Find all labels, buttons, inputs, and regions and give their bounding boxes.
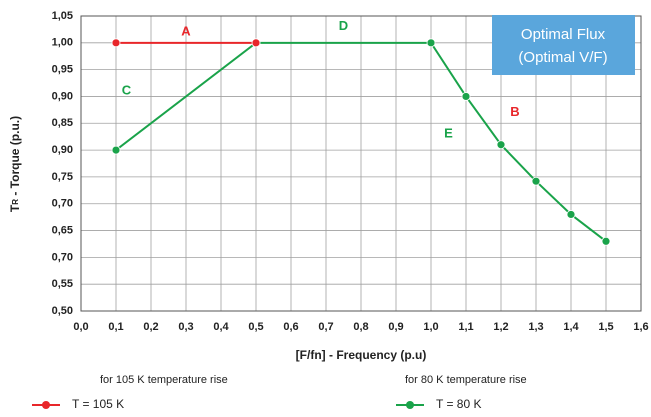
legend-marker (406, 401, 414, 409)
data-point (461, 92, 471, 101)
y-tick-label: 1,00 (52, 37, 73, 49)
y-tick-label: 0,70 (52, 198, 73, 210)
y-tick-label: 0,70 (52, 251, 73, 263)
data-point (566, 210, 576, 219)
data-point (601, 236, 611, 246)
x-tick-label: 0,7 (318, 321, 333, 333)
x-tick-label: 1,6 (633, 321, 648, 333)
box-text: (Optimal V/F) (518, 49, 607, 66)
x-tick-label: 0,6 (283, 321, 298, 333)
y-tick-label: 0,55 (52, 278, 73, 290)
annotation: A (181, 24, 191, 39)
y-tick-label: 1,05 (52, 10, 73, 22)
y-label-text: - Torque (p.u.) (8, 116, 22, 199)
x-tick-label: 0,9 (388, 321, 403, 333)
x-tick-label: 1,2 (493, 321, 508, 333)
annotation: B (510, 104, 519, 119)
x-tick-label: 1,3 (528, 321, 543, 333)
y-tick-label: 0,75 (52, 171, 73, 183)
legend-caption: for 80 K temperature rise (405, 374, 527, 386)
annotation: C (122, 83, 132, 98)
x-tick-label: 0,8 (353, 321, 368, 333)
x-tick-label: 0,1 (108, 321, 123, 333)
x-tick-label: 1,4 (563, 321, 579, 333)
legend-caption: for 105 K temperature rise (100, 374, 228, 386)
x-axis-label: [F/fn] - Frequency (p.u) (296, 348, 427, 362)
legend-label: T = 80 K (436, 397, 481, 411)
y-tick-label: 0,50 (52, 305, 73, 317)
x-tick-label: 1,0 (423, 321, 438, 333)
series-line (115, 41, 607, 243)
y-tick-label: 0,90 (52, 90, 73, 102)
data-point (111, 145, 121, 155)
y-axis-label: TR - Torque (p.u.) (8, 116, 22, 212)
plot-border (80, 15, 642, 312)
y-label-sub: R (11, 199, 20, 205)
y-tick-label: 0,90 (52, 144, 73, 156)
x-tick-label: 1,1 (458, 321, 473, 333)
x-tick-label: 0,2 (143, 321, 158, 333)
data-point (531, 176, 541, 186)
annotation: E (444, 125, 453, 140)
y-label-symbol: T (8, 204, 22, 212)
legend-marker (42, 401, 50, 409)
data-point (111, 38, 121, 48)
data-point (426, 38, 436, 48)
info-box (492, 15, 635, 75)
x-tick-label: 0,3 (178, 321, 193, 333)
x-tick-label: 0,4 (213, 321, 229, 333)
y-tick-label: 0,85 (52, 117, 73, 129)
box-text: Optimal Flux (521, 26, 606, 43)
y-tick-label: 0,65 (52, 224, 73, 236)
x-tick-label: 0,0 (73, 321, 88, 333)
x-tick-label: 1,5 (598, 321, 613, 333)
data-point (496, 140, 506, 150)
legend-label: T = 105 K (72, 397, 124, 411)
data-point (251, 38, 261, 48)
x-tick-label: 0,5 (248, 321, 263, 333)
annotation: D (339, 18, 348, 33)
y-tick-label: 0,95 (52, 64, 73, 76)
